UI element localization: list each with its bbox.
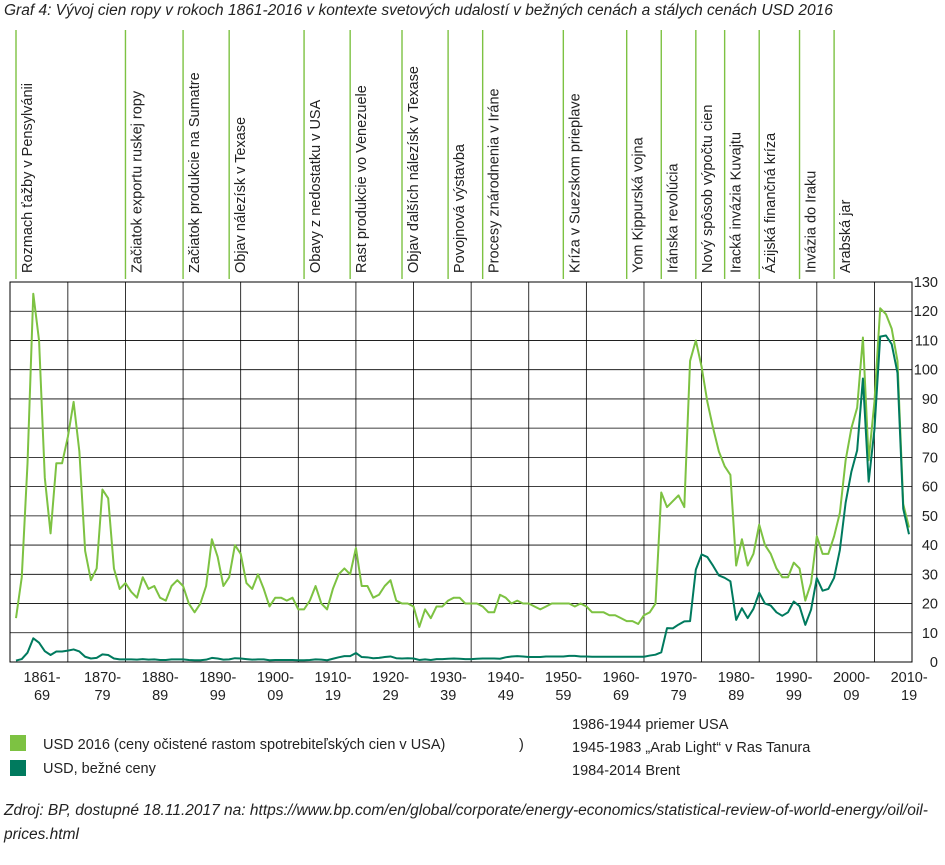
x-tick-label: 69 (34, 688, 50, 704)
x-tick-label: 89 (728, 688, 744, 704)
legend-swatch-real (10, 735, 26, 751)
event-label: Obavy z nedostatku v USA (308, 99, 324, 273)
x-tick-label: 1960- (603, 670, 640, 686)
event-label: Začiatok exportu ruskej ropy (129, 90, 145, 273)
legend-swatch-nominal (10, 760, 26, 776)
series-line-nominal (15, 334, 910, 662)
plot-border (9, 281, 913, 663)
x-tick-label: 49 (498, 688, 514, 704)
event-label: Iránska revolúcia (665, 162, 681, 273)
legend-note-3: 1984-2014 Brent (572, 763, 680, 779)
y-tick-label: 60 (922, 480, 938, 496)
y-tick-label: 0 (930, 655, 938, 671)
event-label: Nový spôsob výpočtu cien (700, 105, 716, 273)
y-tick-label: 90 (922, 392, 938, 408)
source-note: Zdroj: BP, dostupné 18.11.2017 na: https… (4, 802, 928, 843)
x-tick-label: 99 (210, 688, 226, 704)
legend-label-nominal: USD, bežné ceny (43, 761, 157, 777)
event-label: Yom Kippurská vojna (631, 136, 647, 273)
x-tick-label: 1950- (545, 670, 582, 686)
events-layer: Rozmach ťažby v Pensylvánii Začiatok expo… (15, 30, 854, 279)
x-tick-label: 89 (152, 688, 168, 704)
series-layer (15, 292, 910, 662)
event-label: Ázijská finančná kríza (762, 132, 779, 273)
event-label: Objav ďalších nálezísk v Texase (406, 66, 422, 273)
event-label: Rast produkcie vo Venezuele (354, 85, 370, 273)
legend-label-real: USD 2016 (ceny očistené rastom spotrebit… (43, 737, 445, 753)
event-label: Objav nálezísk v Texase (233, 117, 249, 273)
event-label: Invázia do Iraku (804, 171, 820, 273)
x-tick-label: 2010- (891, 670, 928, 686)
x-tick-label: 1990- (775, 670, 812, 686)
x-tick-label: 99 (786, 688, 802, 704)
y-tick-label: 70 (922, 450, 938, 466)
y-tick-label: 100 (914, 363, 938, 379)
x-tick-label: 59 (555, 688, 571, 704)
x-axis-ticks: 1861- 69 1870- 79 1880- 89 1890- 99 1900- 09 1910-… (23, 670, 927, 704)
x-tick-label: 1980- (718, 670, 755, 686)
y-tick-label: 40 (922, 538, 938, 554)
y-tick-label: 50 (922, 509, 938, 525)
x-tick-label: 1890- (199, 670, 236, 686)
event-label: Povojnová výstavba (452, 143, 468, 273)
legend-note-2: 1945-1983 „Arab Light“ v Ras Tanura (572, 740, 811, 756)
x-tick-label: 1900- (257, 670, 294, 686)
x-tick-label: 1910- (314, 670, 351, 686)
event-label: Iracká invázia Kuvajtu (729, 132, 745, 273)
x-tick-label: 19 (325, 688, 341, 704)
x-tick-label: 19 (901, 688, 917, 704)
grid-layer (9, 281, 913, 663)
x-tick-label: 1870- (84, 670, 121, 686)
x-tick-label: 79 (671, 688, 687, 704)
x-tick-label: 1880- (142, 670, 179, 686)
x-tick-label: 1940- (487, 670, 524, 686)
legend-note-1: 1986-1944 priemer USA (572, 717, 729, 733)
x-tick-label: 2000- (833, 670, 870, 686)
y-tick-label: 30 (922, 567, 938, 583)
event-label: Kríza v Suezskom prieplave (567, 93, 583, 273)
x-tick-label: 1970- (660, 670, 697, 686)
y-tick-label: 80 (922, 421, 938, 437)
y-axis-ticks: 0 10 20 30 40 50 60 70 80 90 100 110 120 130 (914, 275, 938, 671)
event-label: Rozmach ťažby v Pensylvánii (20, 83, 36, 273)
legend: USD 2016 (ceny očistené rastom spotrebit… (10, 717, 811, 779)
y-tick-label: 130 (914, 275, 938, 291)
y-tick-label: 110 (915, 333, 938, 349)
x-tick-label: 09 (267, 688, 283, 704)
event-label: Procesy znárodnenia v Iráne (487, 88, 503, 273)
chart-title: Graf 4: Vývoj cien ropy v rokoch 1861-20… (4, 2, 833, 19)
event-label: Arabská jar (838, 199, 854, 273)
x-tick-label: 09 (843, 688, 859, 704)
x-tick-label: 1930- (430, 670, 467, 686)
x-tick-label: 1861- (23, 670, 60, 686)
x-tick-label: 39 (440, 688, 456, 704)
y-tick-label: 10 (922, 626, 938, 642)
x-tick-label: 1920- (372, 670, 409, 686)
x-tick-label: 69 (613, 688, 629, 704)
x-tick-label: 79 (94, 688, 110, 704)
oil-price-chart: Rozmach ťažby v Pensylvánii Začiatok expo… (9, 30, 938, 779)
x-tick-label: 29 (383, 688, 399, 704)
y-tick-label: 20 (922, 597, 938, 613)
event-label: Začiatok produkcie na Sumatre (187, 72, 203, 273)
y-tick-label: 120 (914, 304, 938, 320)
series-line-usd2016 (15, 292, 910, 628)
legend-paren: ) (519, 737, 524, 753)
